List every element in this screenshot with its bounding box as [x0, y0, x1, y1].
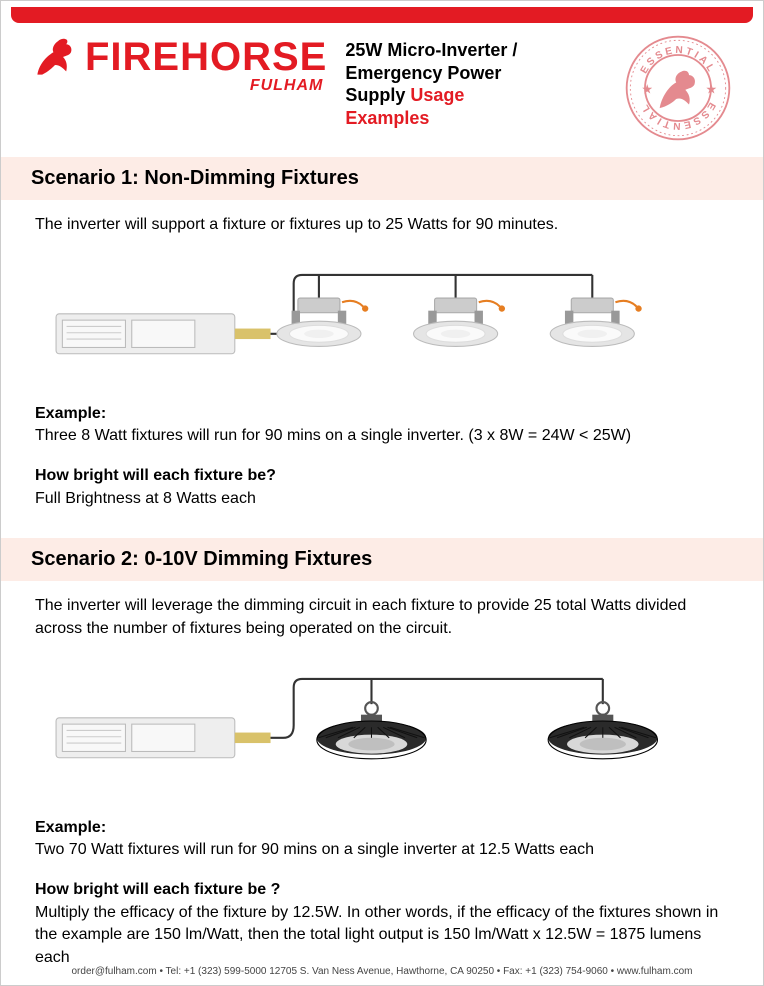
scenario-2-intro: The inverter will leverage the dimming c… — [1, 581, 763, 640]
scenario-2: Scenario 2: 0-10V Dimming Fixtures The i… — [1, 538, 763, 969]
product-title: 25W Micro-Inverter / Emergency Power Sup… — [345, 39, 517, 129]
scenario-1-title: Scenario 1: Non-Dimming Fixtures — [1, 157, 763, 200]
scenario-1-example: Example: Three 8 Watt fixtures will run … — [1, 393, 763, 448]
example-label: Example: — [35, 403, 729, 425]
scenario-1-brightness: How bright will each fixture be? Full Br… — [1, 447, 763, 510]
inverter-icon — [56, 718, 270, 758]
horse-icon — [31, 33, 79, 81]
title-line4: Examples — [345, 108, 429, 128]
highbay-fixture-icon — [548, 702, 657, 759]
scenario-2-title: Scenario 2: 0-10V Dimming Fixtures — [1, 538, 763, 581]
logo-block: FIREHORSE FULHAM — [31, 33, 327, 95]
wiring-diagram-1 — [35, 256, 729, 382]
downlight-fixture-icon — [550, 298, 641, 346]
downlight-fixture-icon — [414, 298, 505, 346]
example-text: Two 70 Watt fixtures will run for 90 min… — [35, 839, 729, 861]
brightness-text: Multiply the efficacy of the fixture by … — [35, 902, 729, 969]
footer: order@fulham.com • Tel: +1 (323) 599-500… — [1, 966, 763, 977]
brightness-label: How bright will each fixture be? — [35, 465, 729, 487]
scenario-1-intro: The inverter will support a fixture or f… — [1, 200, 763, 236]
brightness-text: Full Brightness at 8 Watts each — [35, 488, 729, 510]
example-text: Three 8 Watt fixtures will run for 90 mi… — [35, 425, 729, 447]
scenario-1: Scenario 1: Non-Dimming Fixtures The inv… — [1, 157, 763, 510]
sub-brand: FULHAM — [250, 77, 324, 95]
example-label: Example: — [35, 817, 729, 839]
title-line1: 25W Micro-Inverter / — [345, 40, 517, 60]
title-line3b: Usage — [410, 85, 464, 105]
scenario-2-diagram — [1, 640, 763, 807]
title-line3a: Supply — [345, 85, 410, 105]
svg-text:★: ★ — [641, 82, 653, 97]
scenario-2-brightness: How bright will each fixture be ? Multip… — [1, 861, 763, 969]
scenario-1-diagram — [1, 236, 763, 392]
top-red-bar — [11, 7, 753, 23]
wiring-diagram-2 — [35, 660, 729, 797]
brand-row: FIREHORSE — [31, 33, 327, 81]
header: FIREHORSE FULHAM 25W Micro-Inverter / Em… — [1, 23, 763, 139]
svg-text:ESSENTIAL: ESSENTIAL — [639, 100, 717, 131]
brightness-label: How bright will each fixture be ? — [35, 879, 729, 901]
brand-name: FIREHORSE — [85, 35, 327, 80]
svg-text:★: ★ — [706, 82, 718, 97]
title-line2: Emergency Power — [345, 63, 501, 83]
highbay-fixture-icon — [317, 702, 426, 759]
downlight-fixture-icon — [277, 298, 368, 346]
scenario-2-example: Example: Two 70 Watt fixtures will run f… — [1, 807, 763, 862]
inverter-icon — [56, 314, 270, 354]
page: FIREHORSE FULHAM 25W Micro-Inverter / Em… — [0, 0, 764, 986]
essential-stamp-icon: ESSENTIAL ESSENTIAL ★ ★ — [623, 33, 733, 143]
